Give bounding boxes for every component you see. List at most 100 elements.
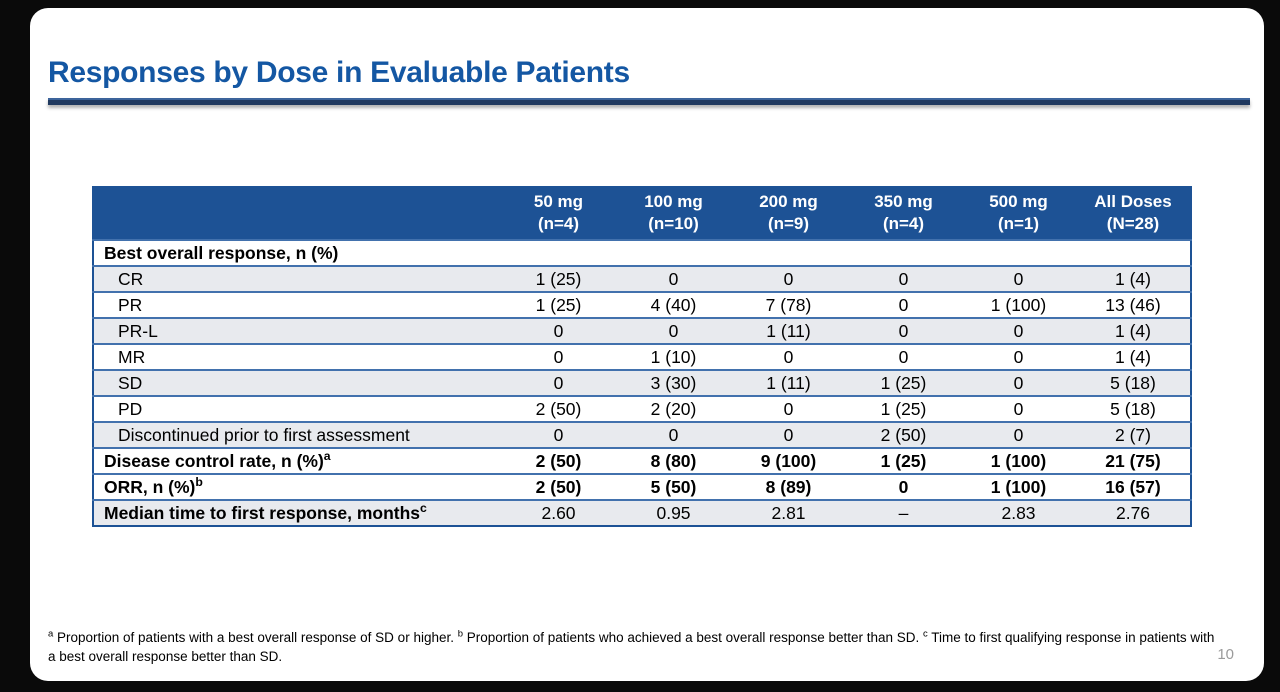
- footnote-text: Proportion of patients who achieved a be…: [462, 630, 924, 645]
- column-n-label: (n=4): [537, 214, 580, 233]
- column-n-label: (n=4): [882, 214, 925, 233]
- table-row: Median time to first response, monthsc 2.…: [93, 499, 1191, 526]
- data-cell: 9 (100): [731, 447, 846, 474]
- row-label: PR-L: [93, 317, 501, 344]
- data-cell: 0: [961, 343, 1076, 370]
- column-dose-label: 500 mg: [989, 192, 1048, 211]
- page-number: 10: [1217, 646, 1234, 663]
- data-cell: 1 (100): [961, 291, 1076, 318]
- row-label: Median time to first response, monthsc: [93, 499, 501, 526]
- data-cell: 1 (25): [846, 395, 961, 422]
- column-dose-label: 350 mg: [874, 192, 933, 211]
- row-label: MR: [93, 343, 501, 370]
- footnote-marker: a: [323, 448, 331, 463]
- table-row: Discontinued prior to first assessment 0 0…: [93, 421, 1191, 448]
- row-label: Best overall response, n (%): [93, 239, 501, 266]
- data-cell: 0: [501, 421, 616, 448]
- footnote-marker: c: [923, 628, 928, 640]
- table-row: ORR, n (%)b 2 (50) 5 (50) 8 (89) 0 1 (100) 16 …: [93, 473, 1191, 500]
- data-cell: 0: [961, 421, 1076, 448]
- slide-title: Responses by Dose in Evaluable Patients: [48, 56, 630, 89]
- data-cell: 0: [731, 421, 846, 448]
- table-row: SD 0 3 (30) 1 (11) 1 (25) 0 5 (18): [93, 369, 1191, 396]
- data-cell: 1 (25): [846, 447, 961, 474]
- table-row: MR 0 1 (10) 0 0 0 1 (4): [93, 343, 1191, 370]
- table-row: Disease control rate, n (%)a 2 (50) 8 (80)…: [93, 447, 1191, 474]
- data-cell: 2.81: [731, 499, 846, 526]
- footnotes: a Proportion of patients with a best ove…: [48, 628, 1216, 666]
- data-cell: 3 (30): [616, 369, 731, 396]
- footnote-text: Time to first qualifying response in pat…: [48, 630, 1215, 664]
- responses-by-dose-table: 50 mg (n=4) 100 mg (n=10) 200 mg (n=9) 350 mg (…: [92, 186, 1192, 527]
- slide: Responses by Dose in Evaluable Patients …: [30, 8, 1264, 681]
- data-cell: 2 (20): [616, 395, 731, 422]
- row-label: SD: [93, 369, 501, 396]
- table-row: PR 1 (25) 4 (40) 7 (78) 0 1 (100) 13 (46): [93, 291, 1191, 318]
- data-cell: 1 (4): [1076, 265, 1191, 292]
- row-label: Discontinued prior to first assessment: [93, 421, 501, 448]
- column-header-500-mg: 500 mg (n=1): [961, 187, 1076, 240]
- header-corner-cell: [93, 187, 501, 240]
- data-cell: 2 (50): [501, 473, 616, 500]
- column-dose-label: All Doses: [1094, 192, 1172, 211]
- data-cell: 0: [961, 395, 1076, 422]
- row-label: PR: [93, 291, 501, 318]
- table-row: PD 2 (50) 2 (20) 0 1 (25) 0 5 (18): [93, 395, 1191, 422]
- data-cell: 21 (75): [1076, 447, 1191, 474]
- data-cell: 2.76: [1076, 499, 1191, 526]
- table-row: CR 1 (25) 0 0 0 0 1 (4): [93, 265, 1191, 292]
- data-cell: 0: [961, 317, 1076, 344]
- data-cell: 1 (25): [501, 265, 616, 292]
- table-row: Best overall response, n (%): [93, 239, 1191, 266]
- column-header-50-mg: 50 mg (n=4): [501, 187, 616, 240]
- data-cell: 1 (25): [846, 369, 961, 396]
- data-cell: 2 (7): [1076, 421, 1191, 448]
- column-header-all-doses: All Doses (N=28): [1076, 187, 1191, 240]
- data-cell: 2 (50): [501, 395, 616, 422]
- footnote-marker: b: [195, 474, 203, 489]
- column-n-label: (n=10): [648, 214, 699, 233]
- data-cell: 0: [501, 317, 616, 344]
- data-cell: 1 (11): [731, 317, 846, 344]
- title-underline: [48, 98, 1250, 105]
- data-cell: 0: [846, 265, 961, 292]
- footnote-marker: c: [420, 500, 427, 515]
- data-cell: [1076, 239, 1191, 266]
- data-cell: 5 (18): [1076, 369, 1191, 396]
- data-cell: [961, 239, 1076, 266]
- data-cell: 0: [501, 343, 616, 370]
- data-cell: 0: [846, 317, 961, 344]
- data-cell: 5 (50): [616, 473, 731, 500]
- data-cell: 0: [846, 291, 961, 318]
- column-n-label: (n=1): [997, 214, 1040, 233]
- data-cell: 16 (57): [1076, 473, 1191, 500]
- data-cell: 0: [961, 369, 1076, 396]
- column-header-100-mg: 100 mg (n=10): [616, 187, 731, 240]
- data-cell: 0: [846, 473, 961, 500]
- data-cell: 1 (4): [1076, 317, 1191, 344]
- data-cell: 13 (46): [1076, 291, 1191, 318]
- data-cell: 0: [846, 343, 961, 370]
- data-cell: 7 (78): [731, 291, 846, 318]
- data-cell: 1 (25): [501, 291, 616, 318]
- column-dose-label: 200 mg: [759, 192, 818, 211]
- data-cell: 8 (80): [616, 447, 731, 474]
- footnote-text: Proportion of patients with a best overa…: [53, 630, 458, 645]
- data-cell: 1 (11): [731, 369, 846, 396]
- data-cell: 0: [961, 265, 1076, 292]
- data-cell: [616, 239, 731, 266]
- column-header-350-mg: 350 mg (n=4): [846, 187, 961, 240]
- data-cell: 2 (50): [846, 421, 961, 448]
- data-cell: 8 (89): [731, 473, 846, 500]
- data-cell: [731, 239, 846, 266]
- data-cell: –: [846, 499, 961, 526]
- data-cell: 1 (10): [616, 343, 731, 370]
- data-cell: 0: [616, 265, 731, 292]
- data-cell: [846, 239, 961, 266]
- data-cell: 0: [731, 395, 846, 422]
- data-cell: 2.60: [501, 499, 616, 526]
- table-row: PR-L 0 0 1 (11) 0 0 1 (4): [93, 317, 1191, 344]
- row-label: ORR, n (%)b: [93, 473, 501, 500]
- data-cell: 0: [616, 317, 731, 344]
- data-cell: 0: [731, 265, 846, 292]
